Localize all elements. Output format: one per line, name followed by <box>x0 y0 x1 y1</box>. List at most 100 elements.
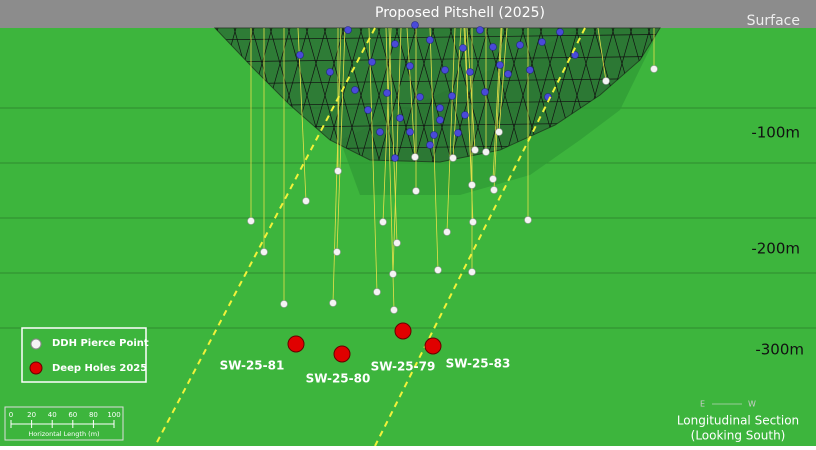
surface-label: Surface <box>747 13 800 29</box>
sample-point <box>436 116 444 124</box>
mesh-line <box>413 28 455 162</box>
pierce-point <box>373 288 381 296</box>
sample-point <box>430 131 438 139</box>
pierce-point <box>333 248 341 256</box>
drill-traces <box>250 27 655 311</box>
fault-line <box>154 27 376 447</box>
sample-point <box>364 106 372 114</box>
mesh-line <box>323 28 365 162</box>
pierce-point <box>490 186 498 194</box>
hole-label: SW-25-83 <box>446 357 511 371</box>
legend-label: Deep Holes 2025 <box>52 363 147 374</box>
drill-trace <box>392 27 402 275</box>
sample-point <box>406 62 414 70</box>
sample-point <box>516 41 524 49</box>
legend: DDH Pierce Point Deep Holes 2025 <box>21 327 149 383</box>
drill-trace <box>498 27 508 133</box>
hole-label: SW-25-79 <box>371 360 436 374</box>
hole-labels: SW-25-81 SW-25-80 SW-25-79 SW-25-83 <box>220 357 511 386</box>
scale-label: 40 <box>48 411 57 419</box>
drill-trace <box>388 27 398 244</box>
mesh-line <box>375 28 417 162</box>
pierce-point <box>489 175 497 183</box>
compass-label: W <box>748 400 756 409</box>
mesh-line <box>215 33 660 41</box>
drill-trace <box>385 27 395 311</box>
sample-point <box>466 68 474 76</box>
pierce-point <box>449 154 457 162</box>
sample-point <box>496 61 504 69</box>
compass-label: E <box>700 400 705 409</box>
mesh-line <box>215 55 660 63</box>
pierce-point <box>390 306 398 314</box>
sample-point <box>489 43 497 51</box>
pierce-point <box>389 270 397 278</box>
sample-point <box>376 128 384 136</box>
section-label: (Looking South) <box>691 429 786 443</box>
sample-point <box>416 93 424 101</box>
drill-trace <box>336 27 346 253</box>
scale-label: 20 <box>27 411 36 419</box>
drill-trace <box>492 27 502 180</box>
pierce-point <box>495 128 503 136</box>
sample-point <box>406 128 414 136</box>
pierce-point <box>280 300 288 308</box>
scale-caption: Horizontal Length (m) <box>28 430 99 438</box>
depth-label: -300m <box>755 341 804 359</box>
drill-trace <box>382 27 392 223</box>
pierce-points <box>247 65 658 314</box>
pierce-point <box>260 248 268 256</box>
deep-holes <box>287 322 442 363</box>
pierce-point <box>468 268 476 276</box>
sample-point <box>461 111 469 119</box>
mesh-line <box>377 28 419 162</box>
sample-point <box>556 28 564 36</box>
drill-trace <box>368 27 378 293</box>
hole-label: SW-25-81 <box>220 359 285 373</box>
sample-point <box>476 26 484 34</box>
pierce-point <box>602 77 610 85</box>
scale-label: 80 <box>89 411 98 419</box>
sample-point <box>426 36 434 44</box>
pierce-point <box>412 187 420 195</box>
pierce-point <box>434 266 442 274</box>
drill-trace <box>406 27 416 158</box>
section-label: Longitudinal Section <box>677 414 799 428</box>
scale-label: 100 <box>107 411 120 419</box>
sample-point <box>526 66 534 74</box>
pierce-point <box>329 299 337 307</box>
depth-label: -100m <box>751 124 800 142</box>
sample-point <box>351 86 359 94</box>
sample-point <box>326 68 334 76</box>
sample-point <box>391 154 399 162</box>
pierce-point <box>247 217 255 225</box>
pierce-point <box>393 239 401 247</box>
sample-point <box>448 92 456 100</box>
pierce-point <box>468 181 476 189</box>
drill-trace <box>429 27 439 271</box>
sample-point <box>411 21 419 29</box>
scale-label: 0 <box>9 411 13 419</box>
pierce-point <box>443 228 451 236</box>
sky-band <box>0 0 816 28</box>
pierce-point <box>482 148 490 156</box>
hole-label: SW-25-80 <box>306 372 371 386</box>
legend-label: DDH Pierce Point <box>52 338 149 349</box>
pierce-point <box>524 216 532 224</box>
sample-point <box>504 70 512 78</box>
sample-point <box>538 38 546 46</box>
sample-point <box>426 141 434 149</box>
pierce-point <box>471 146 479 154</box>
sample-point <box>344 26 352 34</box>
sample-point <box>481 88 489 96</box>
pierce-point <box>469 218 477 226</box>
sample-point <box>454 129 462 137</box>
pierce-point <box>411 153 419 161</box>
sample-point <box>391 40 399 48</box>
scale-bar: 0 20 40 60 80 100 Horizontal Length (m) <box>4 406 124 441</box>
drill-trace <box>446 27 456 233</box>
pierce-point <box>334 167 342 175</box>
mesh-line <box>393 28 435 162</box>
pierce-point <box>302 197 310 205</box>
